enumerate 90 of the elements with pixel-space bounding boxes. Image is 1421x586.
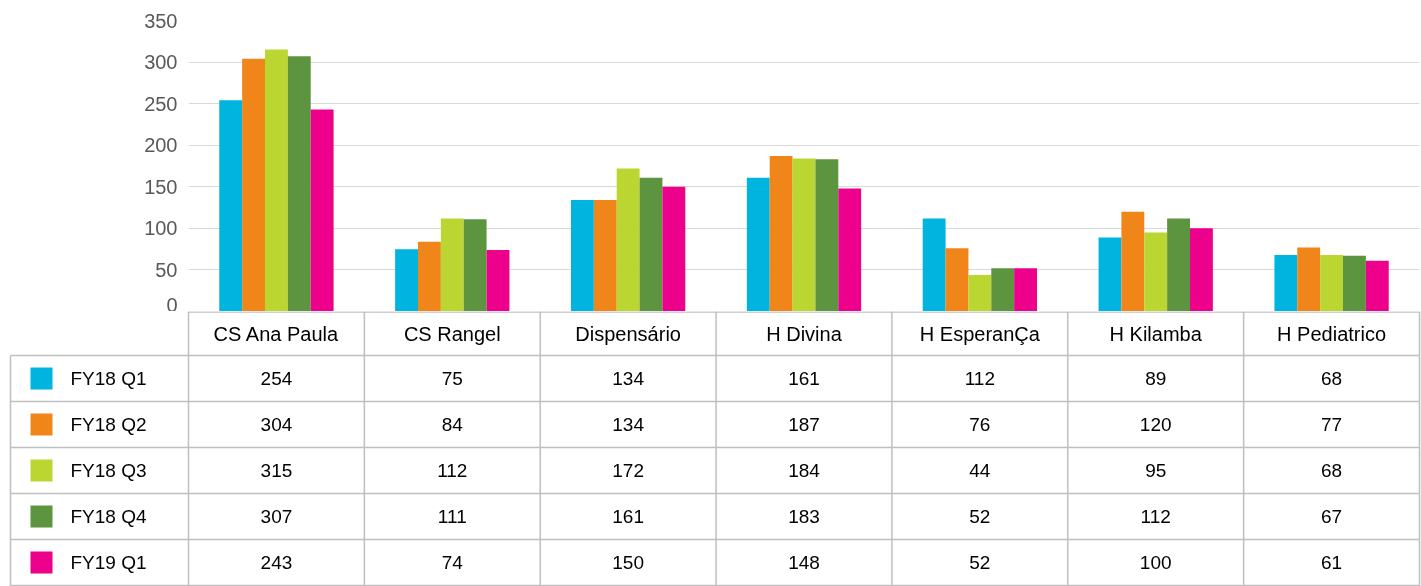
y-tick-label: 350 (144, 9, 178, 32)
bar (1297, 247, 1321, 311)
bar (1098, 237, 1122, 311)
data-label: 184 (788, 460, 821, 481)
bar (395, 249, 418, 311)
bar (792, 158, 816, 311)
bar (242, 58, 265, 311)
data-label: 89 (1145, 368, 1167, 389)
legend-label: FY18 Q1 (70, 368, 147, 389)
data-label: 172 (612, 460, 644, 481)
bar (838, 188, 862, 311)
data-label: 120 (1139, 414, 1172, 435)
bar (1121, 211, 1145, 311)
data-label: 134 (612, 368, 645, 389)
data-label: 161 (788, 368, 820, 389)
bar (287, 56, 311, 311)
data-label: 304 (260, 414, 293, 435)
bar (570, 200, 594, 311)
x-tick-label: Dispensário (575, 322, 681, 345)
y-tick-label: 0 (166, 293, 178, 316)
legend-label: FY18 Q4 (70, 506, 147, 527)
y-tick-label: 50 (155, 258, 178, 281)
data-label: 148 (788, 552, 820, 573)
data-label: 76 (969, 414, 991, 435)
data-label: 307 (260, 506, 293, 527)
data-label: 52 (969, 506, 991, 527)
bar (991, 268, 1015, 311)
data-label: 254 (260, 368, 293, 389)
y-tick-label: 250 (144, 92, 178, 115)
bar (815, 159, 839, 311)
x-tick-label: H Kilamba (1109, 322, 1203, 345)
bar (463, 219, 487, 311)
bar (1167, 218, 1191, 311)
bar (1320, 254, 1343, 311)
bar (746, 177, 770, 311)
bar (662, 186, 686, 311)
data-label: 315 (260, 460, 293, 481)
legend-label: FY18 Q3 (70, 460, 147, 481)
data-label: 74 (441, 552, 464, 573)
data-label: 111 (437, 506, 467, 527)
bar (639, 177, 663, 311)
bar (486, 249, 510, 311)
data-label: 52 (969, 552, 991, 573)
data-label: 150 (612, 552, 644, 573)
bar (968, 274, 992, 311)
x-tick-label: H Divina (766, 322, 843, 345)
data-label: 112 (964, 368, 996, 389)
y-tick-label: 200 (144, 134, 178, 157)
bar (616, 168, 640, 311)
data-label: 134 (612, 414, 645, 435)
data-label: 77 (1321, 414, 1343, 435)
bar (265, 49, 288, 311)
data-label: 183 (788, 506, 820, 527)
bar (1365, 260, 1389, 311)
bar (310, 109, 334, 311)
bar (769, 156, 793, 311)
legend-label: FY19 Q1 (70, 552, 147, 573)
y-tick-label: 100 (144, 217, 178, 240)
data-label: 84 (441, 414, 464, 435)
x-tick-label: CS Ana Paula (213, 322, 340, 345)
data-label: 100 (1139, 552, 1172, 573)
bar (219, 100, 243, 311)
bar (922, 218, 946, 311)
data-label: 187 (788, 414, 820, 435)
bar (945, 248, 969, 311)
x-tick-label: H Pediatrico (1277, 322, 1387, 345)
bar (417, 241, 441, 311)
data-label: 67 (1321, 506, 1343, 527)
bar (593, 200, 617, 311)
bar (1144, 232, 1168, 311)
bar (1190, 228, 1213, 311)
x-tick-label: H EsperanÇa (919, 322, 1041, 345)
data-label: 44 (969, 460, 991, 481)
y-tick-label: 150 (144, 175, 178, 198)
data-label: 75 (441, 368, 463, 389)
data-label: 112 (1140, 506, 1171, 527)
bar (1343, 255, 1366, 311)
data-label: 95 (1145, 460, 1167, 481)
x-tick-label: CS Rangel (403, 322, 501, 345)
bar (1274, 254, 1298, 311)
data-label: 112 (437, 460, 468, 481)
data-label: 68 (1321, 460, 1343, 481)
bar (1014, 268, 1038, 311)
data-label: 61 (1321, 552, 1343, 573)
y-tick-label: 300 (144, 51, 178, 74)
bar (440, 218, 464, 311)
legend-label: FY18 Q2 (70, 414, 147, 435)
data-label: 243 (260, 552, 293, 573)
data-label: 68 (1321, 368, 1343, 389)
data-label: 161 (612, 506, 644, 527)
